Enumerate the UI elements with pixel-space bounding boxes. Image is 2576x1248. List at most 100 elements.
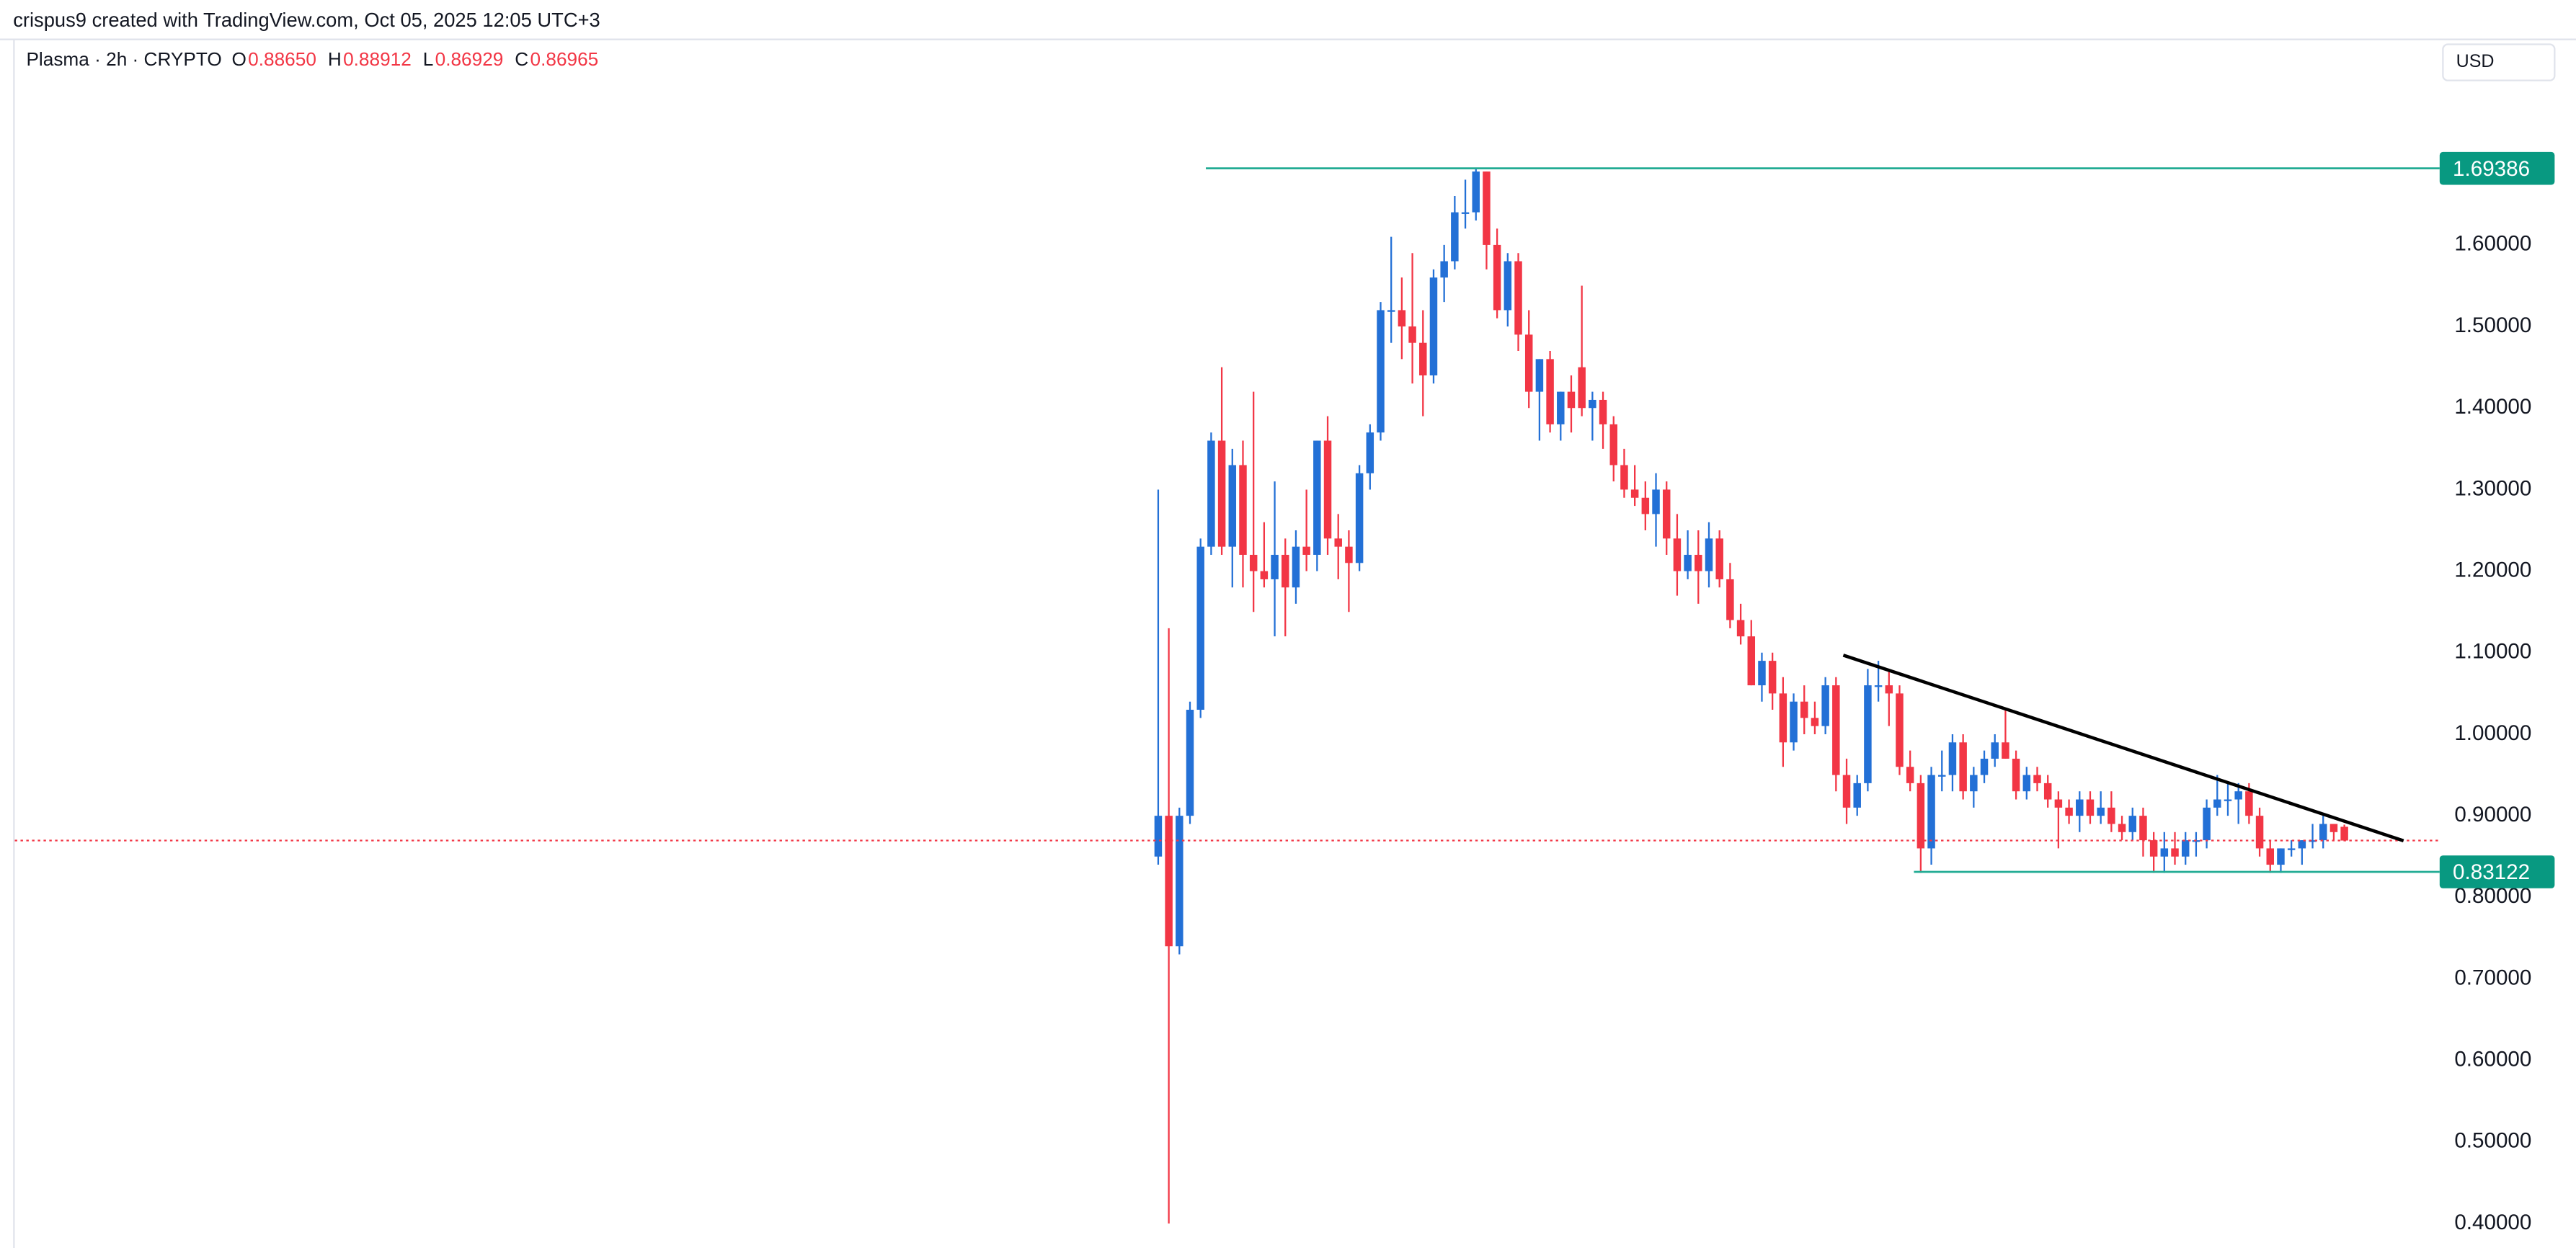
candle-body (1896, 693, 1904, 767)
candle-body (1970, 775, 1978, 792)
candle-body (2224, 799, 2232, 801)
candle-body (1864, 685, 1872, 783)
candle-body (2213, 799, 2221, 808)
ohlc-value: 0.88912 (343, 48, 412, 70)
y-tick-label: 1.50000 (2454, 313, 2531, 337)
candle-body (1154, 816, 1163, 857)
candle-body (1451, 212, 1459, 262)
candle-body (2277, 848, 2285, 865)
candle-body (1726, 579, 1734, 620)
candle-body (1917, 783, 1925, 849)
candle-body (1747, 636, 1756, 686)
candle-body (1419, 342, 1427, 375)
candle-body (1165, 816, 1173, 947)
candle-body (1938, 775, 1946, 777)
candle-body (1408, 326, 1416, 343)
ohlc-key: C (515, 48, 528, 70)
candle-body (1472, 171, 1480, 213)
candle-body (1641, 497, 1650, 514)
candle-body (1800, 701, 1808, 718)
price-label-box (2439, 151, 2555, 185)
candle-body (1620, 465, 1628, 490)
candle-body (2139, 816, 2147, 841)
candle-body (1292, 546, 1300, 588)
candle-body (1652, 489, 1660, 514)
candle-body (1736, 620, 1745, 637)
currency-box[interactable] (2442, 43, 2556, 81)
candle-body (1282, 554, 1289, 588)
candle-body (2108, 807, 2115, 824)
candle-body (1546, 359, 1554, 424)
candle-body (1366, 432, 1374, 473)
candle-body (1853, 783, 1861, 808)
y-tick-label: 0.60000 (2454, 1048, 2531, 1071)
y-tick-label: 0.50000 (2454, 1129, 2531, 1153)
candle-body (2298, 840, 2306, 849)
candle-body (1429, 277, 1438, 375)
candle-body (1885, 685, 1893, 694)
candle-body (1695, 554, 1702, 571)
candle-body (1302, 546, 1310, 555)
ohlc-value: 0.86965 (530, 48, 599, 70)
plot-area (14, 167, 2440, 1224)
candle-body (2329, 824, 2338, 832)
candle-body (1567, 391, 1576, 409)
candle-body (1260, 571, 1269, 579)
candle-body (1715, 538, 1723, 579)
candle-body (2181, 840, 2190, 857)
candle-body (1758, 661, 1766, 686)
candle-body (1821, 685, 1829, 726)
symbol: Plasma · 2h · CRYPTO (26, 48, 221, 70)
y-tick-label: 0.90000 (2454, 803, 2531, 826)
candle-body (2171, 848, 2179, 857)
candle-body (1483, 171, 1491, 245)
candle-body (1790, 701, 1798, 743)
candle-body (1239, 465, 1247, 555)
currency: USD (2456, 51, 2495, 71)
candle-body (2118, 824, 2126, 832)
candle-body (1387, 310, 1395, 312)
candle-body (2234, 791, 2242, 800)
candle-body (2033, 775, 2041, 783)
candle-body (1313, 440, 1321, 555)
candle-body (1599, 399, 1607, 424)
ohlc-key: O (232, 48, 247, 70)
y-tick-label: 1.20000 (2454, 558, 2531, 581)
candle-body (2255, 816, 2264, 849)
y-tick-label: 1.30000 (2454, 476, 2531, 500)
candle-body (2287, 848, 2296, 850)
attribution: crispus9 created with TradingView.com, O… (13, 9, 600, 31)
candle-body (1578, 367, 1586, 409)
candle-body (2043, 783, 2052, 800)
candle-body (2128, 816, 2136, 832)
candle-body (2266, 848, 2275, 865)
candle-body (2309, 840, 2317, 842)
candle-body (1271, 554, 1279, 579)
candle-body (2097, 807, 2105, 816)
price-label-box (2439, 855, 2555, 888)
candle-body (2149, 840, 2158, 857)
candle-body (1196, 546, 1204, 710)
candle-body (1493, 244, 1501, 311)
candle-body (1535, 359, 1544, 392)
candle-body (2086, 799, 2095, 816)
candle-body (1609, 424, 1617, 465)
candle-body (1832, 685, 1840, 775)
y-tick-label: 1.60000 (2454, 232, 2531, 256)
candle-body (1377, 310, 1385, 433)
y-tick-label: 0.70000 (2454, 966, 2531, 989)
candle-body (1176, 816, 1183, 947)
candle-body (1228, 465, 1237, 547)
y-tick-label: 1.40000 (2454, 395, 2531, 419)
candle-body (2054, 799, 2063, 808)
candle-body (2002, 742, 2009, 759)
candle-body (1461, 212, 1470, 214)
candle-body (1948, 742, 1957, 775)
ohlc-value: 0.86929 (435, 48, 504, 70)
candle-body (2065, 807, 2073, 816)
candle-body (2340, 826, 2348, 841)
candle-body (1514, 261, 1522, 335)
candle-body (1355, 473, 1364, 563)
